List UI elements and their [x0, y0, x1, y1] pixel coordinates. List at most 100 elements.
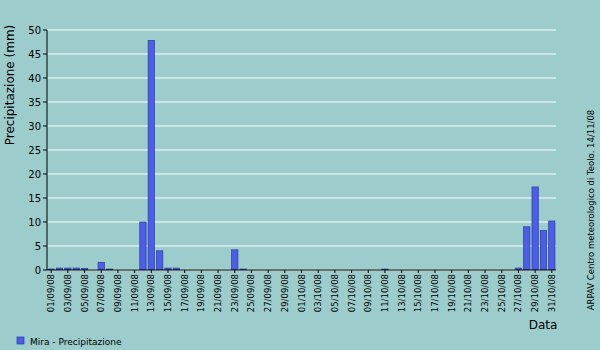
legend-label: Mira - Precipitazione: [30, 337, 122, 347]
x-tick: [67, 270, 68, 273]
x-tick-label: 19/09/08: [196, 274, 206, 312]
y-tick: [43, 246, 47, 247]
x-tick: [167, 270, 168, 273]
x-tick: [51, 270, 52, 273]
y-tick-label: 10: [28, 217, 41, 228]
x-tick: [384, 270, 385, 273]
x-tick-label: 05/10/08: [330, 274, 340, 312]
y-tick: [43, 102, 47, 103]
x-tick-label: 21/10/08: [463, 274, 473, 312]
x-tick: [451, 270, 452, 273]
y-tick-label: 5: [35, 241, 41, 252]
bar: [156, 251, 162, 270]
x-tick-label: 27/10/08: [513, 274, 523, 312]
y-tick: [43, 30, 47, 31]
x-tick-label: 23/10/08: [480, 274, 490, 312]
bar: [549, 221, 555, 270]
x-tick-label: 11/10/08: [380, 274, 390, 312]
grid-line: [47, 54, 556, 55]
y-tick-label: 50: [28, 25, 41, 36]
bar: [148, 41, 154, 270]
x-tick: [251, 270, 252, 273]
x-tick-label: 01/10/08: [297, 274, 307, 312]
x-tick: [184, 270, 185, 273]
y-tick-label: 30: [28, 121, 41, 132]
x-tick-label: 17/10/08: [430, 274, 440, 312]
x-tick: [334, 270, 335, 273]
y-tick-label: 40: [28, 73, 41, 84]
grid-line: [47, 222, 556, 223]
x-tick: [117, 270, 118, 273]
x-tick: [351, 270, 352, 273]
bar: [140, 222, 146, 270]
x-tick: [435, 270, 436, 273]
grid-line: [47, 126, 556, 127]
grid-line: [47, 246, 556, 247]
x-tick: [218, 270, 219, 273]
x-tick: [201, 270, 202, 273]
x-tick-label: 21/09/08: [213, 274, 223, 312]
grid-line: [47, 78, 556, 79]
x-tick-label: 15/09/08: [163, 274, 173, 312]
x-tick: [468, 270, 469, 273]
bars: [48, 41, 555, 270]
x-tick: [368, 270, 369, 273]
x-tick: [284, 270, 285, 273]
x-tick: [301, 270, 302, 273]
x-tick: [151, 270, 152, 273]
x-tick-label: 13/09/08: [146, 274, 156, 312]
x-tick-label: 25/09/08: [246, 274, 256, 312]
y-tick-label: 20: [28, 169, 41, 180]
y-tick: [43, 222, 47, 223]
x-tick-label: 03/10/08: [313, 274, 323, 312]
x-tick-label: 29/09/08: [280, 274, 290, 312]
x-tick: [518, 270, 519, 273]
grid-line: [47, 102, 556, 103]
y-tick: [43, 150, 47, 151]
grid-line: [47, 174, 556, 175]
y-tick-label: 0: [35, 265, 41, 276]
x-tick-label: 05/09/08: [80, 274, 90, 312]
x-tick-label: 15/10/08: [413, 274, 423, 312]
x-tick-label: 29/10/08: [530, 274, 540, 312]
x-tick: [268, 270, 269, 273]
x-tick-label: 11/09/08: [130, 274, 140, 312]
y-tick-label: 15: [28, 193, 41, 204]
chart: 0510152025303540455001/09/0803/09/0805/0…: [0, 0, 600, 350]
x-tick-label: 09/10/08: [363, 274, 373, 312]
bar: [232, 250, 238, 270]
y-tick: [43, 198, 47, 199]
x-tick-label: 17/09/08: [180, 274, 190, 312]
y-tick: [43, 78, 47, 79]
legend-swatch: [17, 337, 24, 344]
grid-line: [47, 150, 556, 151]
x-tick: [418, 270, 419, 273]
y-axis-label: Precipitazione (mm): [3, 25, 17, 146]
x-tick-label: 07/10/08: [347, 274, 357, 312]
bar: [532, 187, 538, 270]
y-tick: [43, 54, 47, 55]
x-tick-label: 23/09/08: [230, 274, 240, 312]
x-tick-label: 01/09/08: [46, 274, 56, 312]
y-tick-label: 25: [28, 145, 41, 156]
x-tick: [318, 270, 319, 273]
x-tick-label: 09/09/08: [113, 274, 123, 312]
bar: [524, 227, 530, 270]
y-axis: [47, 30, 48, 270]
annotation: ARPAV Centro meteorologico di Teolo. 14/…: [586, 110, 596, 311]
x-tick-label: 25/10/08: [497, 274, 507, 312]
x-tick-label: 03/09/08: [63, 274, 73, 312]
grid-line: [47, 30, 556, 31]
x-tick-label: 31/10/08: [547, 274, 557, 312]
x-tick: [84, 270, 85, 273]
y-tick: [43, 126, 47, 127]
x-tick-label: 27/09/08: [263, 274, 273, 312]
x-axis-label: Data: [529, 318, 558, 332]
x-tick: [551, 270, 552, 273]
background: [0, 0, 600, 350]
y-tick-label: 45: [28, 49, 41, 60]
x-tick: [485, 270, 486, 273]
x-tick-label: 19/10/08: [447, 274, 457, 312]
x-tick: [535, 270, 536, 273]
x-tick: [134, 270, 135, 273]
